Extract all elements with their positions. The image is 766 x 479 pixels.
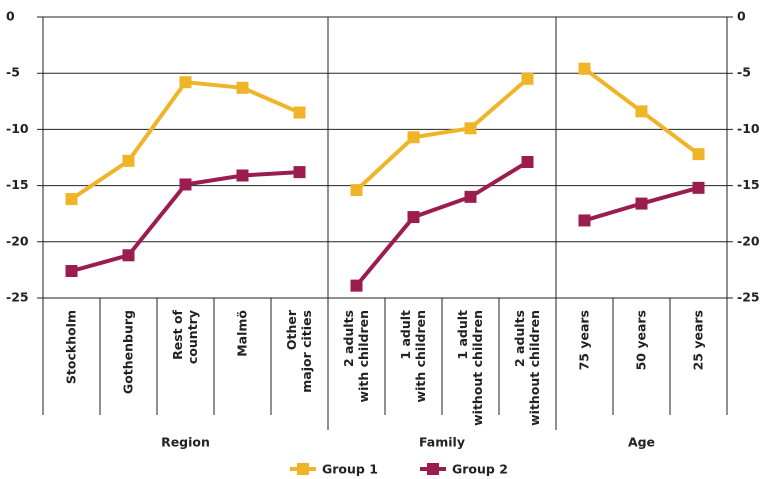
y-tick-label: -25 (6, 290, 29, 305)
series-line (355, 77, 529, 192)
group-label: Family (419, 435, 465, 450)
y-tick-label: -10 (737, 121, 760, 136)
group-label: Age (628, 435, 655, 450)
marker (521, 155, 534, 168)
y-tick-label: 0 (737, 9, 746, 24)
marker (179, 76, 192, 89)
marker (350, 279, 363, 292)
y-tick-label: -25 (737, 290, 760, 305)
marker (179, 178, 192, 191)
y-tick-label: -5 (6, 65, 20, 80)
y-tick-label: -15 (6, 177, 29, 192)
marker (464, 190, 477, 203)
x-tick-label: 25 years (690, 310, 705, 370)
marker (65, 265, 78, 278)
x-tick-label: Stockholm (63, 310, 78, 384)
marker (122, 154, 135, 167)
x-tick-label: Gothenburg (120, 310, 135, 394)
marker (65, 193, 78, 206)
marker (122, 249, 135, 262)
series-line (354, 160, 529, 287)
marker (407, 211, 420, 224)
marker (521, 72, 534, 85)
marker (692, 181, 705, 194)
y-tick-label: -10 (6, 121, 29, 136)
marker (692, 148, 705, 161)
marker (350, 184, 363, 197)
x-tick-label: 2 adultswithout children (512, 310, 542, 426)
x-tick-label: Malmö (234, 310, 249, 357)
legend-label: Group 2 (452, 462, 508, 477)
x-tick-label: 75 years (576, 310, 591, 370)
y-tick-label: 0 (6, 9, 15, 24)
x-tick-label: 2 adultswith children (341, 310, 371, 402)
marker (464, 122, 477, 135)
marker (293, 166, 306, 179)
marker (635, 105, 648, 118)
marker (236, 169, 249, 182)
group-label: Region (161, 435, 210, 450)
x-tick-label: 50 years (633, 310, 648, 370)
marker (293, 106, 306, 119)
legend-marker (297, 463, 309, 475)
legend-marker (427, 463, 439, 475)
y-tick-label: -5 (737, 65, 751, 80)
marker (635, 197, 648, 210)
x-tick-label: Rest ofcountry (170, 309, 200, 364)
marker (578, 214, 591, 227)
x-tick-label: 1 adultwith children (398, 310, 428, 402)
marker (578, 62, 591, 75)
x-tick-label: 1 adultwithout children (455, 310, 485, 426)
y-tick-label: -15 (737, 177, 760, 192)
y-tick-label: -20 (6, 233, 29, 248)
y-tick-label: -20 (737, 233, 760, 248)
marker (236, 81, 249, 94)
legend-label: Group 1 (322, 462, 378, 477)
marker (407, 131, 420, 144)
x-tick-label: Othermajor cities (284, 309, 314, 393)
